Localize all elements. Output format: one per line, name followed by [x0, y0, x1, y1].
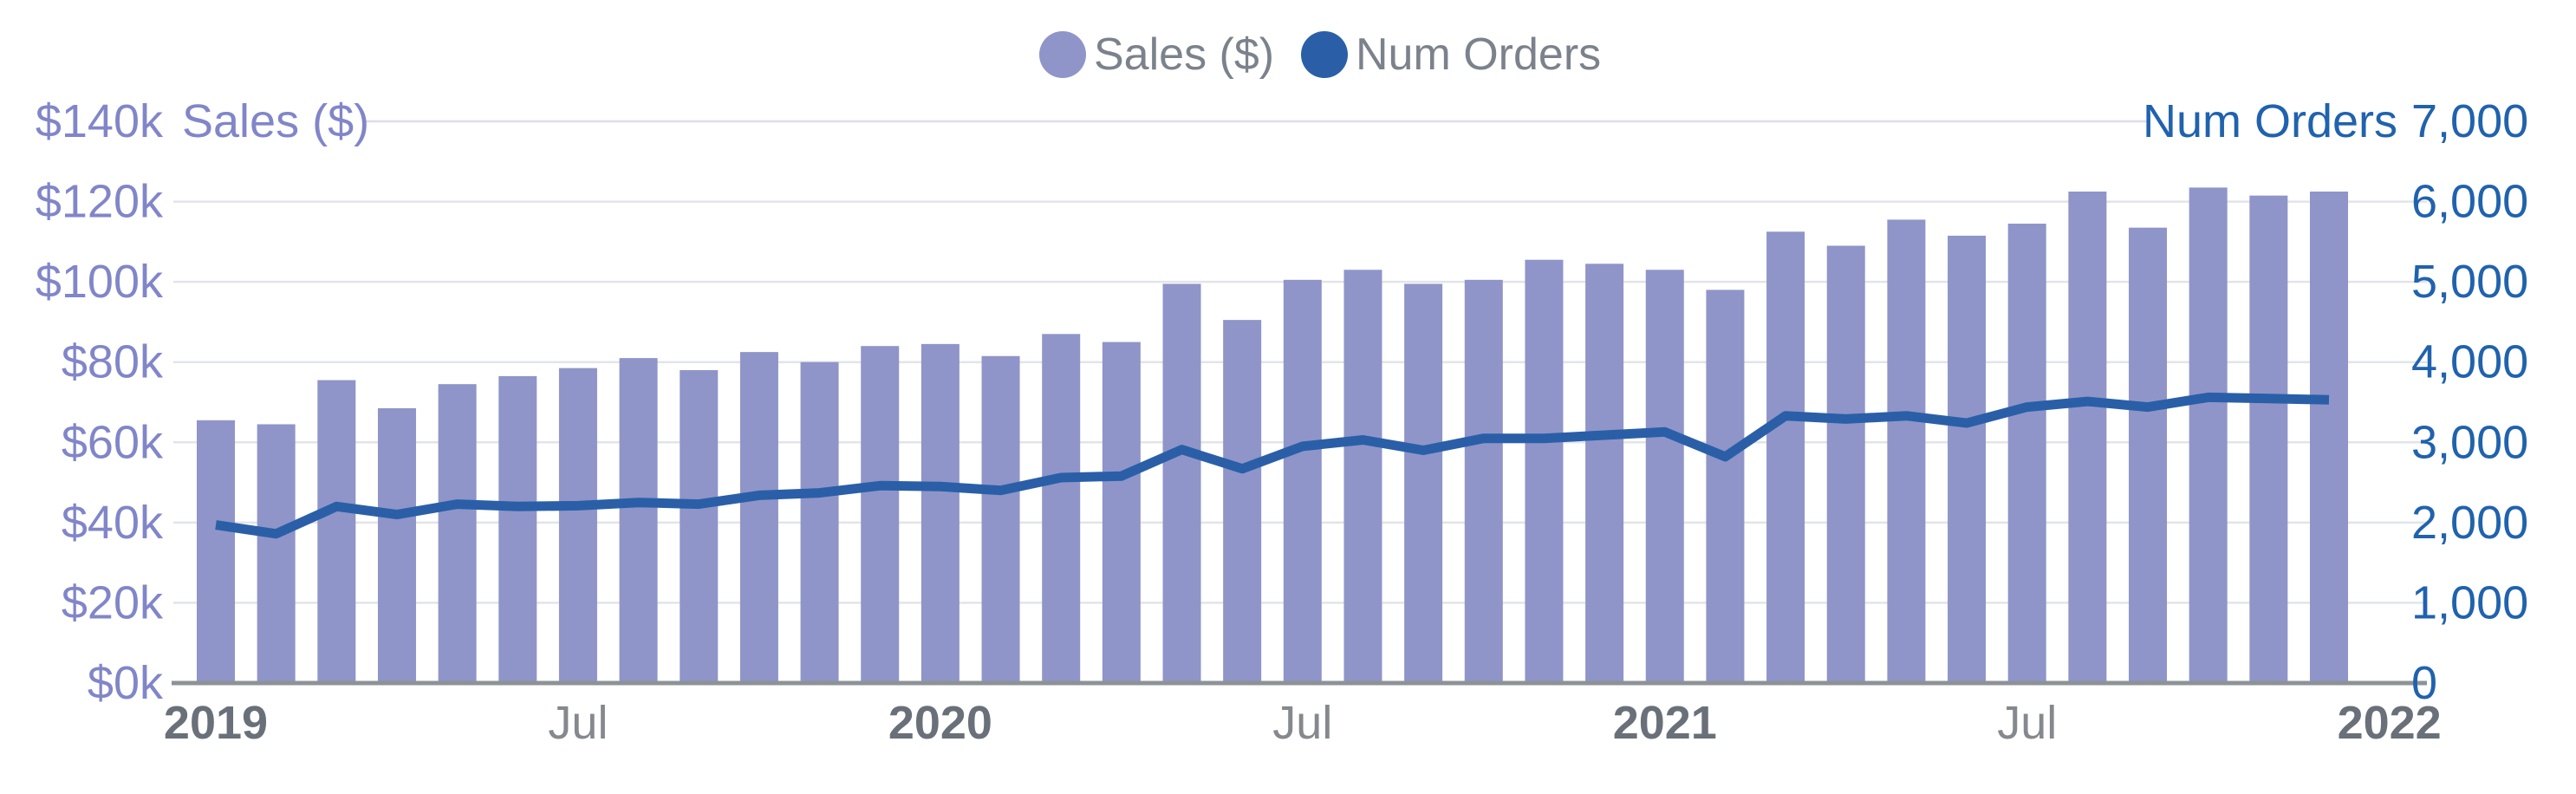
right-axis-tick: 6,000	[2411, 176, 2528, 228]
x-tick-jul: Jul	[548, 697, 608, 749]
sales-bars-series	[197, 187, 2348, 684]
x-tick-year: 2021	[1613, 697, 1717, 749]
left-axis-tick: $0k	[88, 657, 164, 709]
right-axis-tick-labels: 0 1,000 2,000 3,000 4,000 5,000 6,000 7,000	[2411, 95, 2528, 709]
right-axis-tick: 5,000	[2411, 256, 2528, 308]
num-orders-line[interactable]	[215, 392, 2330, 539]
left-axis-tick: $40k	[62, 497, 164, 549]
sales-bar[interactable]	[2189, 187, 2228, 683]
sales-bar[interactable]	[2068, 192, 2107, 683]
left-axis-tick: $140k	[36, 95, 164, 147]
sales-bar[interactable]	[2129, 227, 2168, 684]
num-orders-line-series	[215, 392, 2330, 539]
right-axis-tick: 2,000	[2411, 497, 2528, 549]
sales-bar[interactable]	[257, 424, 296, 683]
sales-bar[interactable]	[1343, 270, 1382, 683]
sales-bar[interactable]	[1766, 231, 1805, 683]
sales-bar[interactable]	[1404, 283, 1443, 683]
sales-bar[interactable]	[2249, 195, 2288, 684]
num-orders-legend-swatch	[1301, 31, 1348, 78]
right-axis-tick: 4,000	[2411, 336, 2528, 388]
left-axis-tick: $20k	[62, 576, 164, 628]
legend-item-label: Num Orders	[1356, 29, 1601, 80]
sales-bar[interactable]	[1585, 264, 1624, 683]
right-axis-tick: 7,000	[2411, 95, 2528, 147]
sales-bar[interactable]	[558, 368, 597, 683]
sales-bar[interactable]	[1223, 320, 1262, 683]
left-axis-title: Sales ($)	[182, 95, 369, 147]
sales-bar[interactable]	[1887, 219, 1926, 683]
sales-bar[interactable]	[1042, 334, 1081, 683]
sales-bar[interactable]	[498, 375, 537, 683]
sales-bar[interactable]	[1525, 259, 1564, 683]
sales-bar[interactable]	[680, 369, 719, 683]
legend-item-num-orders[interactable]: Num Orders	[1301, 29, 1601, 80]
sales-bar[interactable]	[861, 346, 900, 683]
x-tick-year: 2022	[2338, 697, 2442, 749]
sales-bar[interactable]	[317, 380, 356, 683]
left-axis-tick: $120k	[36, 176, 164, 228]
sales-bar[interactable]	[1948, 235, 1987, 683]
sales-bar[interactable]	[2309, 192, 2348, 683]
left-axis-tick: $80k	[62, 336, 164, 388]
sales-bar[interactable]	[438, 384, 477, 683]
legend-item-label: Sales ($)	[1094, 29, 1274, 80]
sales-bar[interactable]	[619, 358, 658, 683]
sales-bar[interactable]	[739, 352, 778, 683]
sales-bar[interactable]	[1826, 245, 1865, 683]
sales-bar[interactable]	[1162, 283, 1201, 683]
sales-bar[interactable]	[981, 355, 1020, 683]
x-tick-year: 2020	[888, 697, 992, 749]
right-axis-tick: 1,000	[2411, 576, 2528, 628]
x-tick-jul: Jul	[1272, 697, 1332, 749]
right-axis-tick: 3,000	[2411, 416, 2528, 468]
right-axis-title: Num Orders	[2143, 95, 2397, 147]
sales-bar[interactable]	[1645, 270, 1684, 683]
legend: Sales ($) Num Orders	[1039, 29, 1601, 80]
left-axis-tick: $100k	[36, 256, 164, 308]
left-axis-tick-labels: $0k $20k $40k $60k $80k $100k $120k $140k	[36, 95, 164, 709]
sales-bar[interactable]	[2007, 224, 2046, 683]
x-axis-tick-labels: 2019 Jul 2020 Jul 2021 Jul 2022	[164, 697, 2442, 749]
axis-titles: Sales ($) Num Orders	[182, 95, 2397, 147]
sales-bar[interactable]	[1102, 342, 1141, 683]
sales-bar[interactable]	[1706, 290, 1745, 683]
left-axis-tick: $60k	[62, 416, 164, 468]
right-axis-tick: 0	[2411, 657, 2437, 709]
sales-bar[interactable]	[377, 407, 416, 683]
legend-item-sales[interactable]: Sales ($)	[1039, 29, 1274, 80]
x-tick-jul: Jul	[1997, 697, 2057, 749]
sales-bar[interactable]	[197, 420, 235, 683]
sales-bar[interactable]	[800, 361, 839, 683]
sales-legend-swatch	[1039, 31, 1086, 78]
x-tick-year: 2019	[164, 697, 268, 749]
sales-bar[interactable]	[1464, 279, 1503, 683]
sales-bar[interactable]	[920, 343, 959, 683]
sales-bar[interactable]	[1283, 279, 1322, 683]
